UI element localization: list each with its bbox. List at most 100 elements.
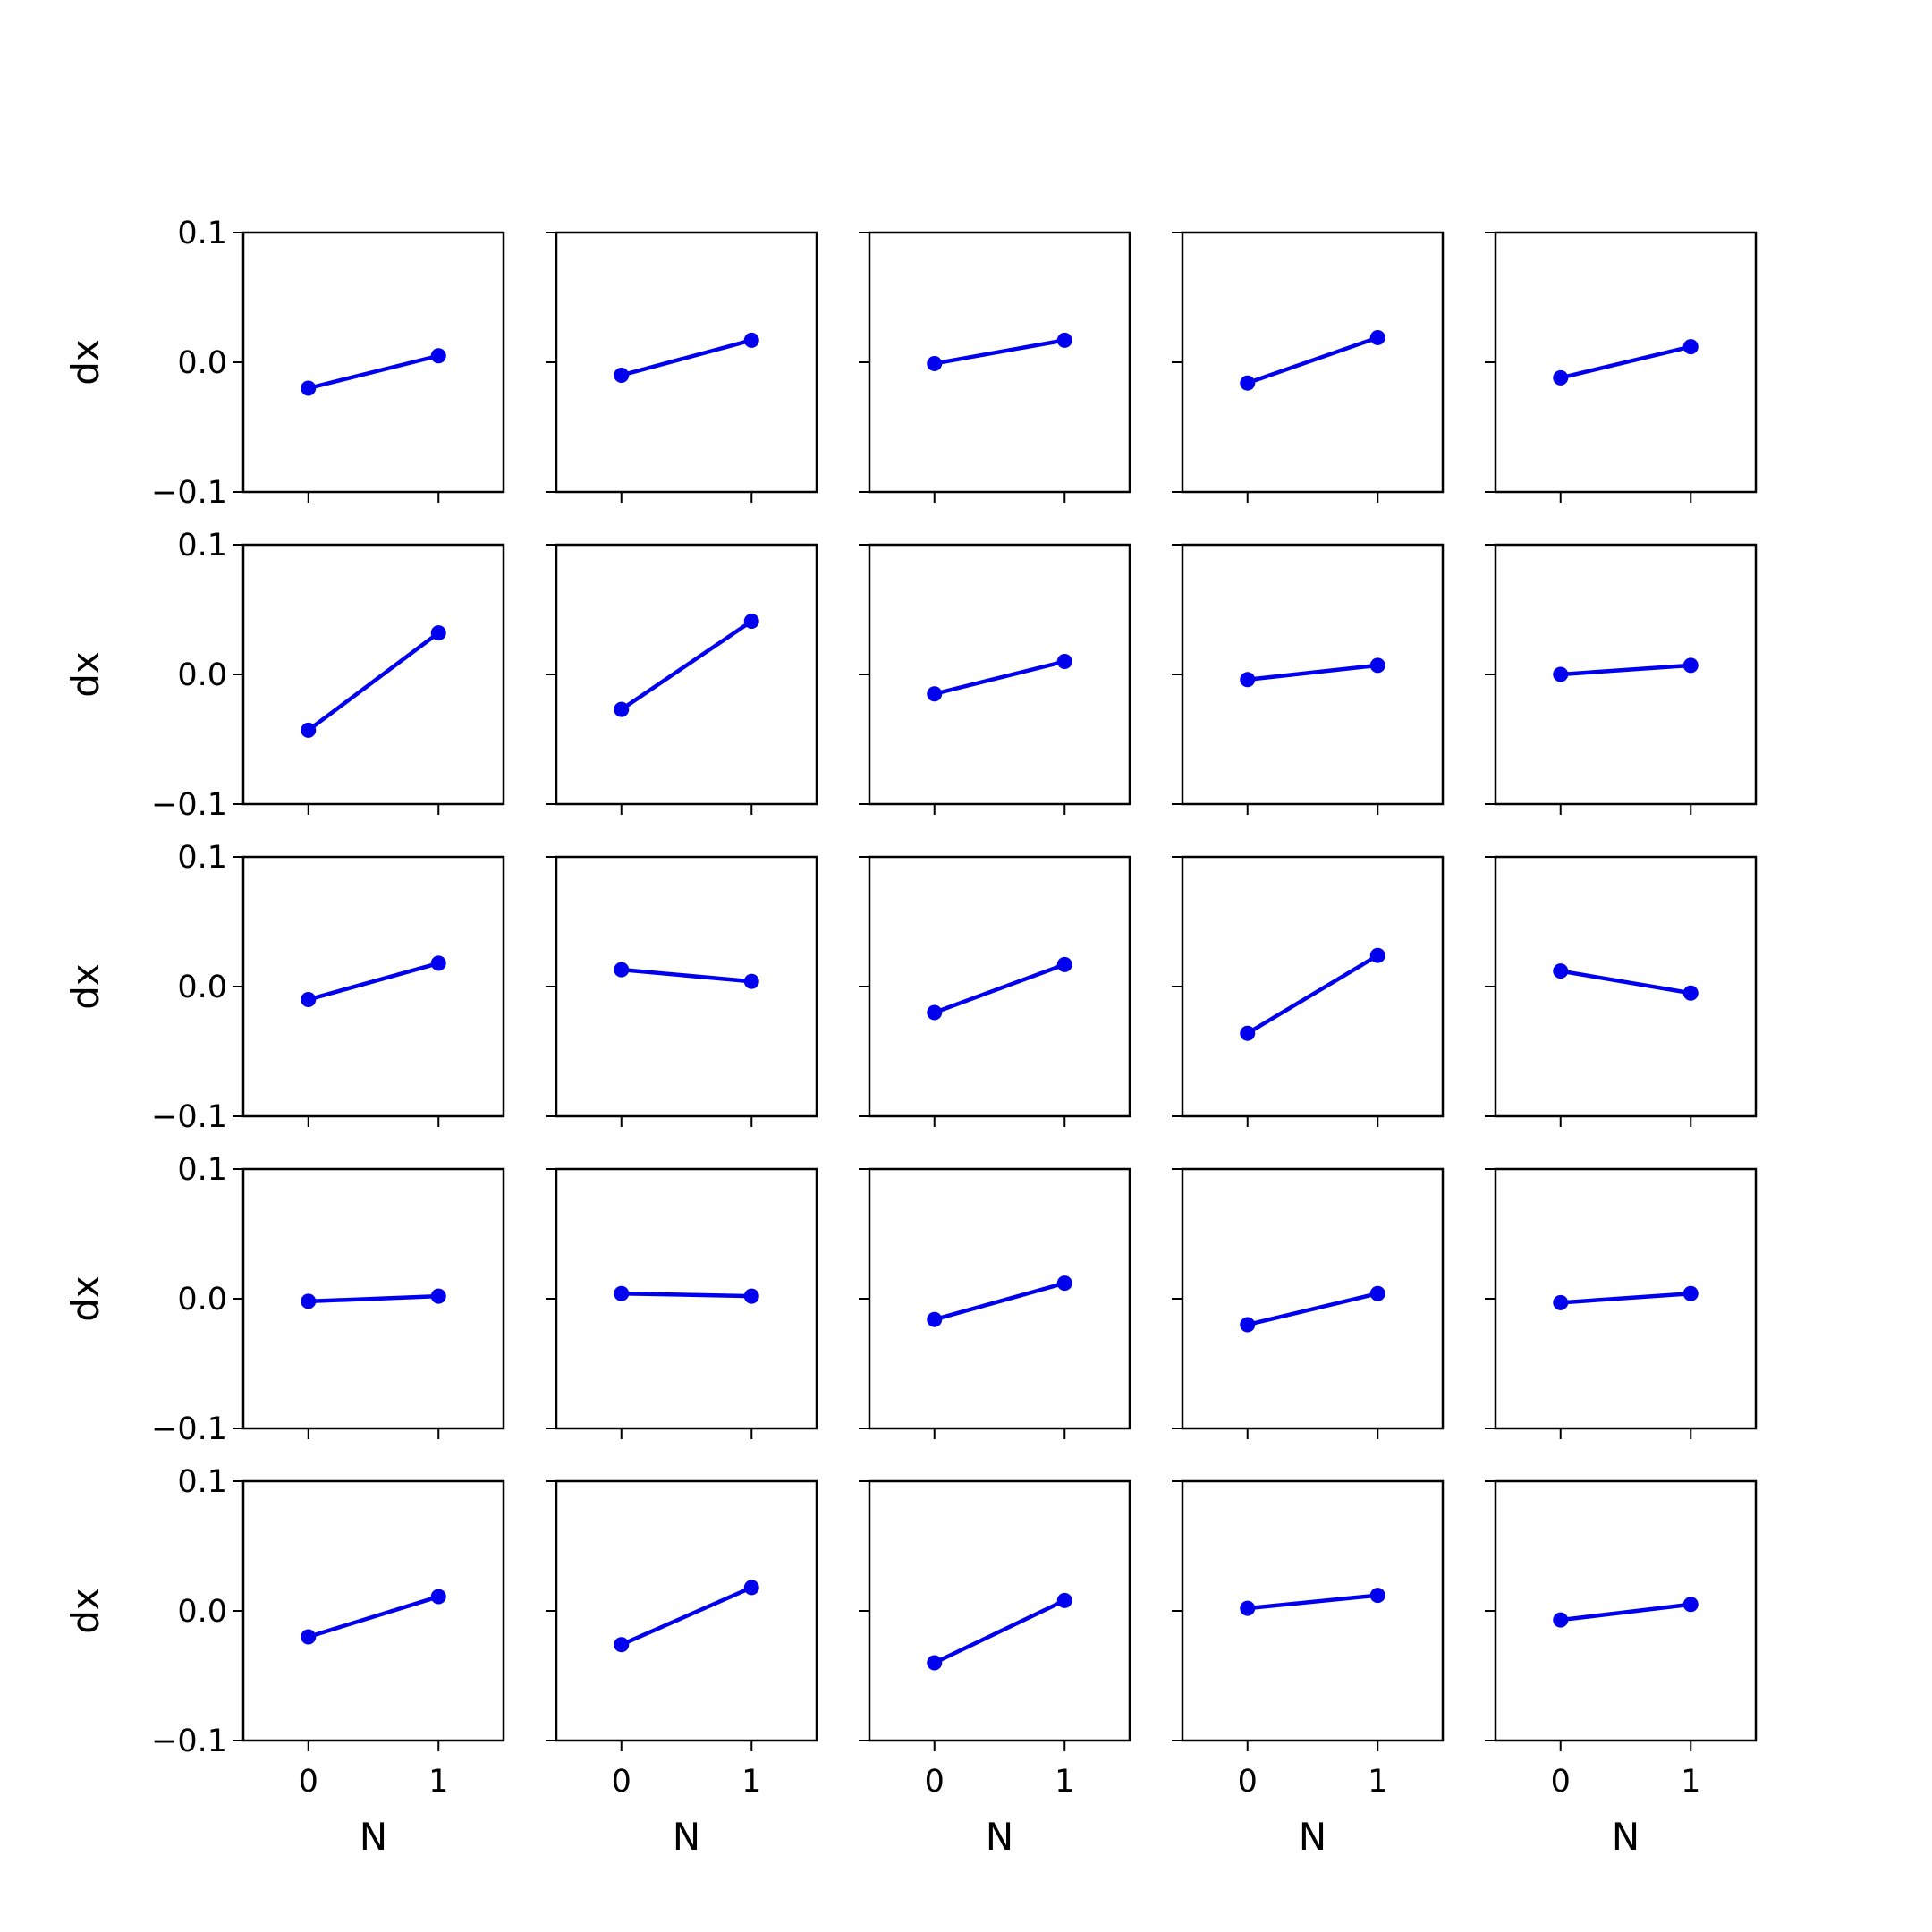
data-point bbox=[1682, 985, 1699, 1001]
x-tick-label: 0 bbox=[1238, 1764, 1258, 1800]
data-point bbox=[1240, 375, 1256, 391]
series-line bbox=[934, 1281, 1065, 1322]
series-line bbox=[933, 1598, 1066, 1665]
x-axis-label: N bbox=[1299, 1815, 1326, 1859]
series-line bbox=[308, 1594, 439, 1640]
data-point bbox=[430, 955, 446, 971]
y-tick-label: −0.1 bbox=[151, 475, 227, 511]
subplot-r4-c4 bbox=[1172, 1167, 1445, 1439]
data-point bbox=[430, 1589, 446, 1605]
series-line bbox=[934, 659, 1065, 696]
axes-frame bbox=[868, 543, 1131, 806]
subplot-r4-c2 bbox=[546, 1167, 818, 1439]
data-point bbox=[743, 1580, 759, 1596]
y-tick-label: 0.0 bbox=[177, 970, 227, 1005]
data-point bbox=[1240, 1025, 1256, 1041]
axes-frame bbox=[555, 1479, 818, 1742]
data-point bbox=[743, 1288, 759, 1304]
data-point bbox=[1056, 956, 1072, 972]
series-line bbox=[307, 631, 440, 733]
y-tick-label: 0.0 bbox=[177, 657, 227, 693]
data-point bbox=[1369, 947, 1385, 963]
x-tick-label: 1 bbox=[1055, 1764, 1074, 1800]
subplot-r5-c4: 0 1 N bbox=[1172, 1479, 1445, 1859]
data-point bbox=[614, 1637, 630, 1653]
axes-frame bbox=[1494, 543, 1758, 806]
axes-frame bbox=[868, 1479, 1131, 1742]
data-point bbox=[301, 992, 317, 1007]
axes-frame bbox=[1494, 855, 1758, 1118]
subplot-r3-c1: −0.1 0.0 0.1 dx bbox=[64, 840, 505, 1135]
axes-frame bbox=[242, 231, 505, 494]
data-point bbox=[927, 1004, 943, 1021]
series-line bbox=[1246, 953, 1379, 1036]
series-line bbox=[620, 619, 753, 712]
subplot-r5-c2: 0 1 N bbox=[546, 1479, 818, 1859]
data-point bbox=[1553, 369, 1569, 386]
y-tick-label: 0.0 bbox=[177, 345, 227, 381]
data-point bbox=[1553, 666, 1569, 682]
y-axis-label: dx bbox=[64, 1275, 107, 1322]
data-point bbox=[927, 1311, 943, 1327]
series-line bbox=[620, 1585, 753, 1647]
data-point bbox=[743, 332, 759, 348]
subplot-r1-c4 bbox=[1172, 231, 1445, 503]
axes-frame bbox=[868, 1167, 1131, 1430]
data-point bbox=[1369, 1588, 1385, 1604]
y-axis-label: dx bbox=[64, 651, 107, 698]
x-tick-label: 1 bbox=[1681, 1764, 1700, 1800]
subplot-r1-c3 bbox=[859, 231, 1131, 503]
y-tick-label: 0.1 bbox=[177, 528, 227, 564]
x-tick-label: 1 bbox=[1368, 1764, 1387, 1800]
data-point bbox=[614, 962, 630, 978]
data-point bbox=[1369, 329, 1385, 345]
x-tick-label: 0 bbox=[299, 1764, 318, 1800]
y-tick-label: −0.1 bbox=[151, 1411, 227, 1447]
data-point bbox=[927, 1655, 943, 1671]
y-tick-label: 0.1 bbox=[177, 1464, 227, 1500]
axes-frame bbox=[1181, 855, 1445, 1118]
subplot-r4-c3 bbox=[859, 1167, 1131, 1439]
data-point bbox=[614, 368, 630, 383]
data-point bbox=[1369, 657, 1385, 674]
data-point bbox=[430, 625, 446, 641]
subplot-r2-c3 bbox=[859, 543, 1131, 815]
x-tick-label: 1 bbox=[741, 1764, 761, 1800]
series-line bbox=[308, 961, 439, 1002]
axes-frame bbox=[1181, 1479, 1445, 1742]
subplot-r4-c5 bbox=[1485, 1167, 1758, 1439]
x-axis-label: N bbox=[360, 1815, 387, 1859]
series-line bbox=[1247, 663, 1378, 682]
data-point bbox=[1682, 1597, 1699, 1613]
series-line bbox=[1247, 1593, 1378, 1611]
data-point bbox=[1056, 332, 1072, 348]
y-tick-label: 0.1 bbox=[177, 840, 227, 876]
series-line bbox=[1560, 1291, 1691, 1305]
data-point bbox=[614, 701, 630, 717]
data-point bbox=[1369, 1285, 1385, 1301]
x-axis-label: N bbox=[986, 1815, 1013, 1859]
data-point bbox=[430, 348, 446, 364]
subplot-r1-c1: −0.1 0.0 0.1 dx bbox=[64, 216, 505, 511]
subplot-r1-c5 bbox=[1485, 231, 1758, 503]
x-tick-label: 0 bbox=[612, 1764, 631, 1800]
series-line bbox=[933, 962, 1066, 1015]
axes-frame bbox=[555, 543, 818, 806]
data-point bbox=[1056, 1592, 1072, 1608]
series-line bbox=[308, 353, 439, 391]
y-tick-label: −0.1 bbox=[151, 1099, 227, 1135]
y-axis-label: dx bbox=[64, 1588, 107, 1634]
subplot-r3-c3 bbox=[859, 855, 1131, 1127]
series-line bbox=[1560, 1602, 1691, 1623]
data-point bbox=[1553, 963, 1569, 979]
series-line bbox=[308, 1293, 439, 1304]
x-axis-label: N bbox=[1612, 1815, 1640, 1859]
y-tick-label: 0.0 bbox=[177, 1282, 227, 1318]
axes-frame bbox=[555, 231, 818, 494]
axes-frame bbox=[242, 855, 505, 1118]
series-line bbox=[1560, 969, 1691, 996]
data-point bbox=[927, 355, 943, 371]
series-line bbox=[934, 338, 1065, 366]
x-tick-label: 0 bbox=[925, 1764, 945, 1800]
